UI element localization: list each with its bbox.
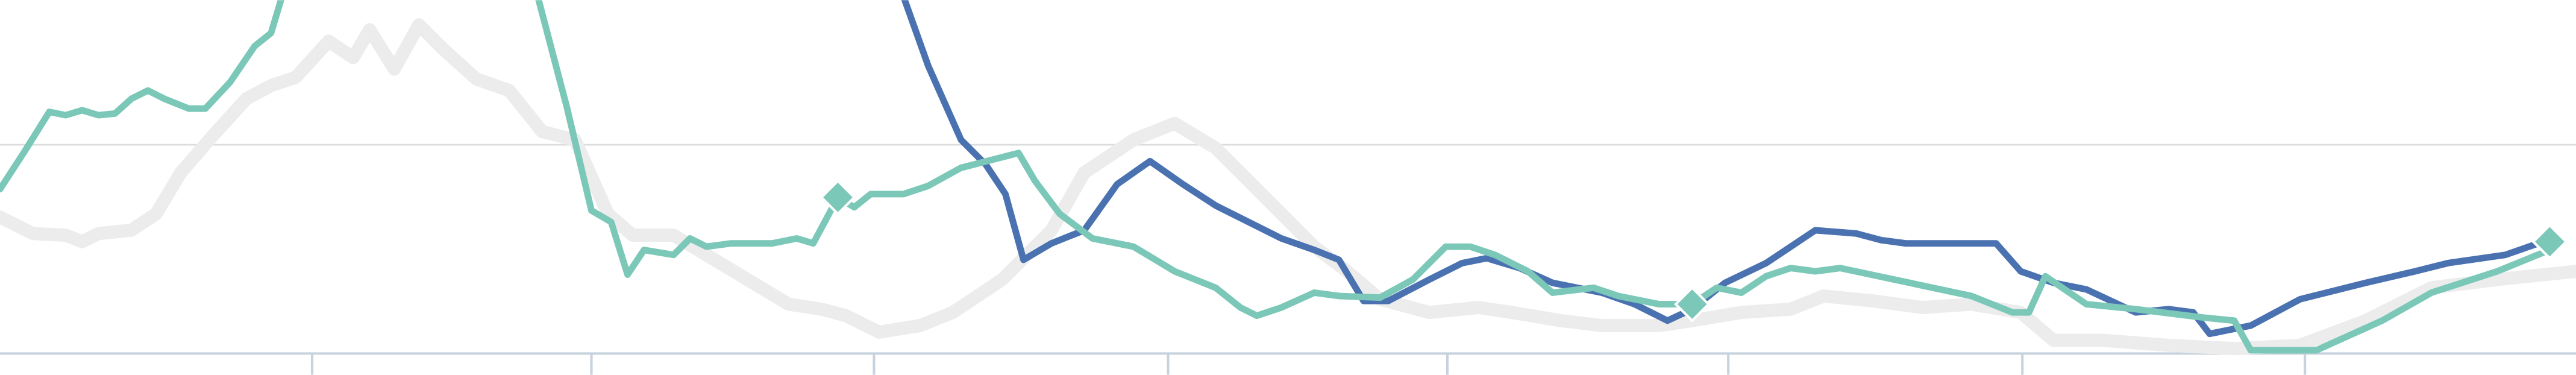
series-line bbox=[0, 18, 2576, 356]
series-line bbox=[901, 0, 2542, 338]
marker bbox=[819, 179, 856, 216]
series-line bbox=[0, 0, 2553, 354]
marker bbox=[1674, 286, 1711, 323]
marker bbox=[2531, 223, 2568, 260]
